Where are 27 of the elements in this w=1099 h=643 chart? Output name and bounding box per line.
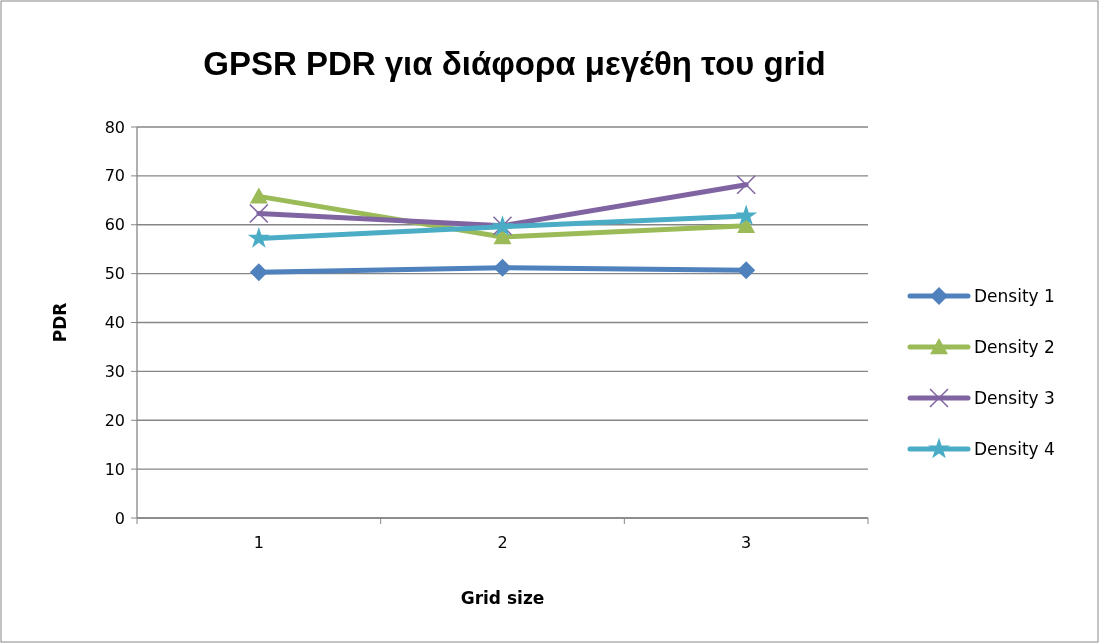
y-tick-label: 20 bbox=[104, 410, 125, 430]
x-tick-label: 3 bbox=[741, 533, 752, 552]
point bbox=[737, 261, 756, 280]
point bbox=[735, 204, 758, 226]
legend-label: Density 4 bbox=[974, 438, 1055, 459]
y-tick-label: 60 bbox=[104, 215, 125, 235]
y-tick-label: 10 bbox=[104, 459, 125, 479]
point bbox=[249, 203, 269, 224]
point bbox=[736, 174, 756, 195]
chart-title: GPSR PDR για διάφορα μεγέθη του grid bbox=[203, 45, 826, 82]
legend-label: Density 3 bbox=[974, 387, 1055, 408]
y-tick-label: 40 bbox=[104, 313, 125, 333]
legend-label: Density 2 bbox=[974, 336, 1055, 357]
x-tick-label: 2 bbox=[497, 533, 508, 552]
point bbox=[249, 187, 268, 204]
point bbox=[249, 263, 268, 282]
x-axis-title: Grid size bbox=[460, 588, 545, 608]
y-tick-label: 80 bbox=[104, 117, 125, 137]
y-tick-label: 30 bbox=[104, 361, 125, 381]
legend-label: Density 1 bbox=[974, 285, 1055, 306]
y-tick-label: 70 bbox=[104, 166, 125, 186]
x-tick-label: 1 bbox=[253, 533, 264, 552]
point bbox=[493, 258, 512, 277]
point bbox=[247, 226, 270, 248]
y-tick-label: 0 bbox=[114, 508, 125, 528]
y-axis-title: PDR bbox=[50, 302, 70, 343]
y-tick-label: 50 bbox=[104, 264, 125, 284]
